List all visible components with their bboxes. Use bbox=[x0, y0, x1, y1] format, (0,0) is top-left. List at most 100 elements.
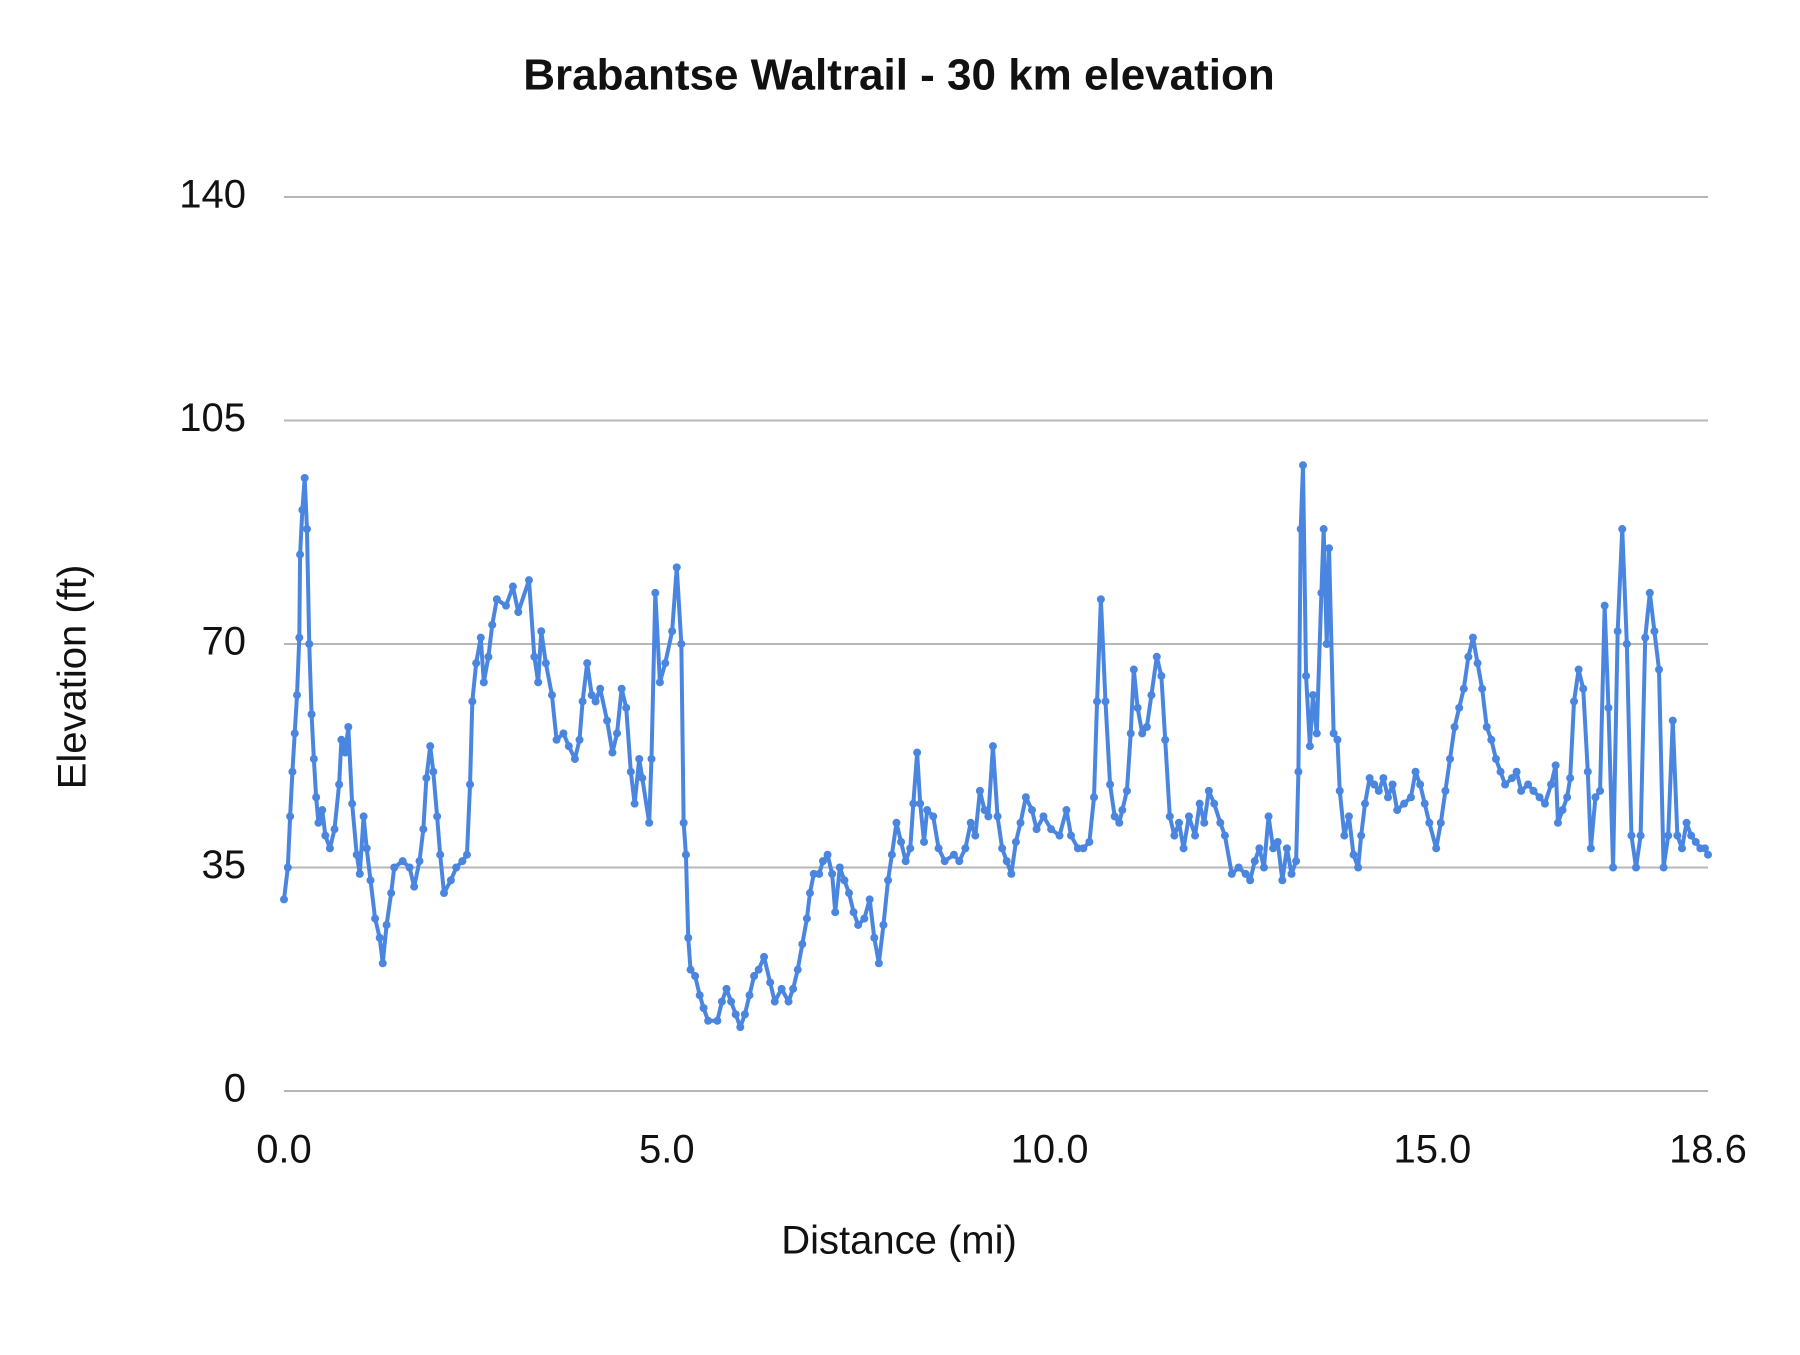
data-point bbox=[476, 633, 485, 642]
data-point bbox=[436, 850, 445, 859]
data-point bbox=[1007, 869, 1016, 878]
data-point bbox=[884, 876, 893, 885]
data-point bbox=[1340, 831, 1349, 840]
data-point bbox=[805, 889, 814, 898]
data-point bbox=[330, 825, 339, 834]
data-point bbox=[1325, 544, 1334, 553]
data-point bbox=[1002, 857, 1011, 866]
data-point bbox=[1379, 774, 1388, 783]
data-point bbox=[1416, 780, 1425, 789]
data-point bbox=[1636, 831, 1645, 840]
data-point bbox=[570, 754, 579, 763]
data-point bbox=[1468, 633, 1477, 642]
data-point bbox=[966, 818, 975, 827]
y-tick-label: 140 bbox=[179, 173, 246, 217]
plot-area bbox=[280, 461, 1712, 1032]
data-point bbox=[1600, 601, 1609, 610]
data-point bbox=[1110, 812, 1119, 821]
data-point bbox=[736, 1023, 745, 1032]
data-point bbox=[823, 850, 832, 859]
data-point bbox=[906, 844, 915, 853]
data-point bbox=[1383, 793, 1392, 802]
data-point bbox=[1308, 691, 1317, 700]
data-point bbox=[691, 972, 700, 981]
data-point bbox=[1278, 876, 1287, 885]
data-point bbox=[492, 595, 501, 604]
data-point bbox=[961, 844, 970, 853]
data-point bbox=[603, 716, 612, 725]
data-point bbox=[1129, 665, 1138, 674]
data-point bbox=[1473, 659, 1482, 668]
data-point bbox=[295, 633, 304, 642]
data-point bbox=[1039, 812, 1048, 821]
data-point bbox=[770, 997, 779, 1006]
data-point bbox=[998, 844, 1007, 853]
data-point bbox=[793, 965, 802, 974]
data-point bbox=[1165, 812, 1174, 821]
data-point bbox=[1450, 723, 1459, 732]
data-point bbox=[1055, 831, 1064, 840]
data-point bbox=[679, 818, 688, 827]
data-point bbox=[647, 754, 656, 763]
data-point bbox=[1553, 818, 1562, 827]
data-point bbox=[916, 799, 925, 808]
data-point bbox=[1563, 793, 1572, 802]
data-point bbox=[920, 837, 929, 846]
data-point bbox=[934, 844, 943, 853]
data-point bbox=[1241, 869, 1250, 878]
data-point bbox=[1547, 780, 1556, 789]
data-point bbox=[1011, 837, 1020, 846]
data-point bbox=[1200, 818, 1209, 827]
data-point bbox=[1535, 793, 1544, 802]
data-point bbox=[984, 812, 993, 821]
data-point bbox=[578, 697, 587, 706]
data-point bbox=[1133, 703, 1142, 712]
data-point bbox=[1655, 665, 1664, 674]
data-point bbox=[1085, 837, 1094, 846]
data-point bbox=[1361, 799, 1370, 808]
data-point bbox=[283, 863, 292, 872]
data-point bbox=[508, 582, 517, 591]
elevation-line bbox=[282, 463, 1710, 1030]
data-point bbox=[1551, 761, 1560, 770]
data-point bbox=[1282, 844, 1291, 853]
data-point bbox=[760, 952, 769, 961]
data-point bbox=[1106, 780, 1115, 789]
data-point bbox=[348, 799, 357, 808]
data-point bbox=[860, 914, 869, 923]
data-point bbox=[1210, 799, 1219, 808]
data-point bbox=[1459, 684, 1468, 693]
data-point bbox=[355, 869, 364, 878]
data-point bbox=[1179, 844, 1188, 853]
data-point bbox=[661, 659, 670, 668]
data-point bbox=[1650, 627, 1659, 636]
data-point bbox=[335, 780, 344, 789]
data-point bbox=[1273, 837, 1282, 846]
data-point bbox=[440, 889, 449, 898]
data-point bbox=[307, 710, 316, 719]
data-point bbox=[359, 812, 368, 821]
data-point bbox=[818, 857, 827, 866]
data-point bbox=[1234, 863, 1243, 872]
data-point bbox=[1570, 697, 1579, 706]
data-point bbox=[1115, 818, 1124, 827]
data-point bbox=[1329, 729, 1338, 738]
data-point bbox=[575, 735, 584, 744]
data-point bbox=[1101, 697, 1110, 706]
data-point bbox=[458, 857, 467, 866]
data-point bbox=[1299, 461, 1308, 470]
data-point bbox=[1292, 857, 1301, 866]
data-point bbox=[1501, 780, 1510, 789]
data-point bbox=[1142, 723, 1151, 732]
data-point bbox=[695, 991, 704, 1000]
chart-title: Brabantse Waltrail - 30 km elevation bbox=[523, 51, 1275, 100]
data-point bbox=[630, 799, 639, 808]
data-point bbox=[1016, 818, 1025, 827]
data-point bbox=[626, 767, 635, 776]
data-point bbox=[1093, 697, 1102, 706]
data-point bbox=[1540, 799, 1549, 808]
data-point bbox=[1529, 786, 1538, 795]
data-point bbox=[1312, 729, 1321, 738]
data-point bbox=[1632, 863, 1641, 872]
